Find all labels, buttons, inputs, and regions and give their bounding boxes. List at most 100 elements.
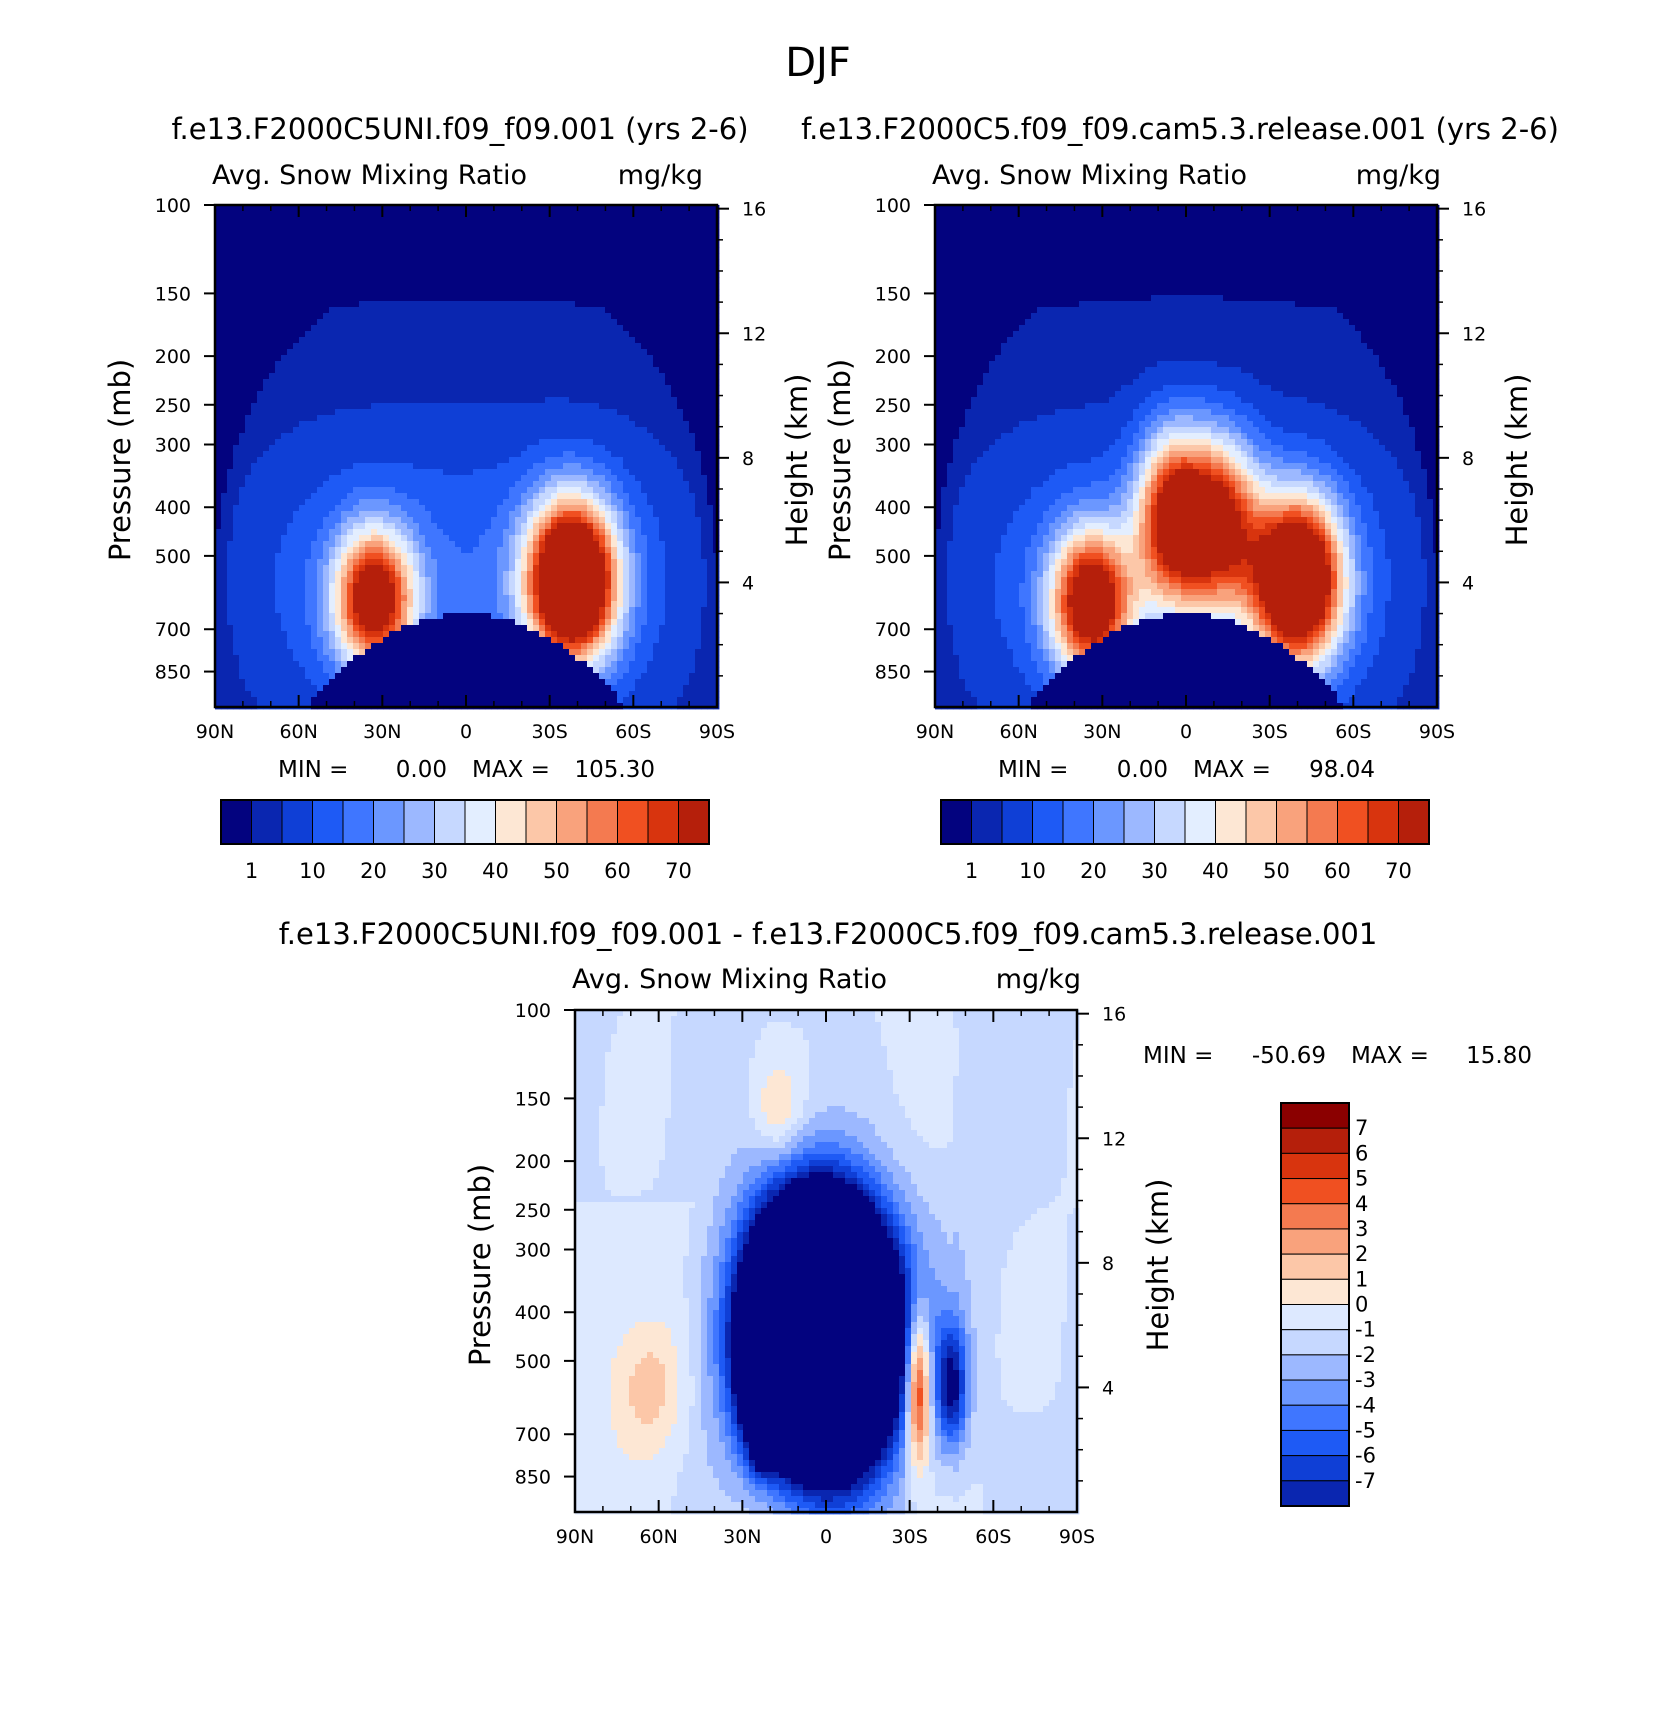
field-cell [323, 241, 329, 247]
field-cell [653, 331, 659, 337]
field-cell [545, 379, 551, 385]
field-cell [395, 547, 401, 553]
field-cell [359, 211, 365, 217]
field-cell [533, 463, 539, 469]
field-cell [647, 319, 653, 325]
field-cell [509, 289, 515, 295]
field-cell [281, 247, 287, 253]
field-cell [605, 409, 611, 415]
field-cell [485, 379, 491, 385]
field-cell [371, 289, 377, 295]
field-cell [623, 535, 629, 541]
field-cell [401, 277, 407, 283]
field-cell [653, 361, 659, 367]
field-cell [587, 553, 593, 559]
field-cell [527, 307, 533, 313]
field-cell [503, 397, 509, 403]
field-cell [689, 265, 695, 271]
field-cell [479, 409, 485, 415]
field-cell [617, 229, 623, 235]
field-cell [311, 499, 317, 505]
field-cell [299, 259, 305, 265]
field-cell [569, 211, 575, 217]
field-cell [341, 217, 347, 223]
field-cell [239, 493, 245, 499]
field-cell [545, 529, 551, 535]
field-cell [407, 433, 413, 439]
field-cell [353, 409, 359, 415]
field-cell [239, 349, 245, 355]
field-cell [551, 511, 557, 517]
field-cell [611, 463, 617, 469]
field-cell [503, 277, 509, 283]
field-cell [401, 349, 407, 355]
field-cell [353, 319, 359, 325]
field-cell [527, 541, 533, 547]
field-cell [533, 253, 539, 259]
field-cell [677, 283, 683, 289]
field-cell [233, 439, 239, 445]
field-cell [413, 445, 419, 451]
field-cell [245, 343, 251, 349]
field-cell [659, 301, 665, 307]
field-cell [455, 547, 461, 553]
field-cell [677, 451, 683, 457]
field-cell [527, 337, 533, 343]
field-cell [605, 433, 611, 439]
field-cell [377, 499, 383, 505]
field-cell [323, 535, 329, 541]
field-cell [263, 289, 269, 295]
field-cell [461, 385, 467, 391]
field-cell [527, 325, 533, 331]
field-cell [671, 259, 677, 265]
field-cell [227, 301, 233, 307]
field-cell [419, 481, 425, 487]
field-cell [311, 235, 317, 241]
field-cell [455, 361, 461, 367]
field-cell [521, 211, 527, 217]
field-cell [305, 487, 311, 493]
field-cell [647, 253, 653, 259]
field-cell [569, 475, 575, 481]
field-cell [563, 355, 569, 361]
field-cell [443, 325, 449, 331]
field-cell [461, 433, 467, 439]
field-cell [497, 517, 503, 523]
field-cell [323, 433, 329, 439]
field-cell [245, 397, 251, 403]
field-cell [641, 337, 647, 343]
field-cell [701, 313, 707, 319]
field-cell [437, 415, 443, 421]
field-cell [263, 469, 269, 475]
field-cell [365, 355, 371, 361]
field-cell [449, 271, 455, 277]
field-cell [647, 403, 653, 409]
field-cell [677, 517, 683, 523]
field-cell [575, 487, 581, 493]
field-cell [587, 529, 593, 535]
field-cell [347, 295, 353, 301]
field-cell [545, 553, 551, 559]
field-cell [533, 403, 539, 409]
field-cell [419, 415, 425, 421]
field-cell [395, 325, 401, 331]
field-cell [341, 379, 347, 385]
field-cell [527, 409, 533, 415]
field-cell [419, 271, 425, 277]
field-cell [611, 511, 617, 517]
field-cell [695, 319, 701, 325]
field-cell [629, 427, 635, 433]
field-cell [593, 319, 599, 325]
field-cell [473, 343, 479, 349]
field-cell [347, 481, 353, 487]
field-cell [509, 505, 515, 511]
field-cell [473, 355, 479, 361]
field-cell [503, 349, 509, 355]
field-cell [611, 529, 617, 535]
field-cell [647, 271, 653, 277]
field-cell [683, 511, 689, 517]
field-cell [707, 475, 713, 481]
field-cell [311, 271, 317, 277]
field-cell [701, 445, 707, 451]
field-cell [245, 265, 251, 271]
